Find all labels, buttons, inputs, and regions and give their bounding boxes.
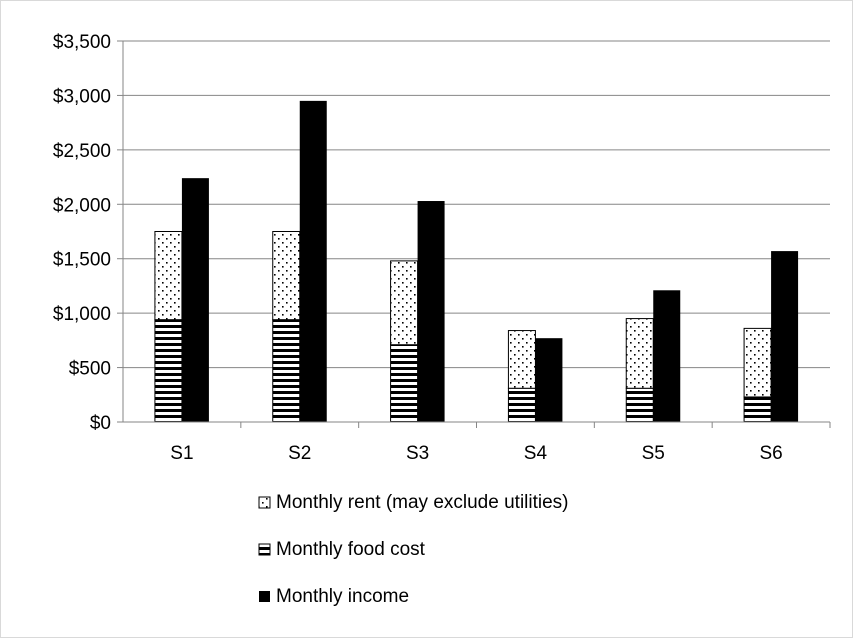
bar-income-s1 xyxy=(181,178,209,422)
bar-rent-s3 xyxy=(390,260,419,346)
y-tick-label: $2,000 xyxy=(53,195,111,216)
bar-income-s3 xyxy=(417,201,445,422)
bar-rent-s2 xyxy=(272,231,301,321)
legend-label: Monthly income xyxy=(276,586,409,607)
bar-food-s5 xyxy=(625,387,654,423)
x-tick-label: S5 xyxy=(642,443,665,464)
legend-label: Monthly food cost xyxy=(276,539,426,560)
legend-swatch xyxy=(258,496,271,509)
legend: Monthly rent (may exclude utilities) Mont… xyxy=(258,492,569,607)
legend-swatch xyxy=(258,543,271,556)
bar-rent-s4 xyxy=(507,330,536,389)
bar-income-s5 xyxy=(653,290,681,422)
y-tick-label: $3,000 xyxy=(53,86,111,107)
bar-food-s1 xyxy=(154,319,183,423)
bar-income-s4 xyxy=(535,338,563,422)
x-tick-label: S4 xyxy=(524,443,548,464)
y-tick-label: $2,500 xyxy=(53,141,111,162)
y-tick-label: $0 xyxy=(90,413,111,434)
x-tick-label: S1 xyxy=(170,443,193,464)
y-tick-label: $1,500 xyxy=(53,250,111,271)
x-tick-label: S3 xyxy=(406,443,429,464)
x-tick-label: S2 xyxy=(288,443,311,464)
axes: $0 $500 $1,000 $1,500 $2,000 $2,500 $3,000 $3,5… xyxy=(53,32,831,464)
bar-rent-s6 xyxy=(743,327,772,398)
legend-label: Monthly rent (may exclude utilities) xyxy=(276,492,569,513)
x-tick-label: S6 xyxy=(759,443,782,464)
legend-swatch xyxy=(259,591,270,602)
y-tick-label: $3,500 xyxy=(53,32,111,53)
bars xyxy=(154,100,799,423)
bar-food-s6 xyxy=(743,396,772,423)
y-tick-label: $500 xyxy=(69,359,111,380)
bar-food-s3 xyxy=(390,344,419,423)
bar-income-s6 xyxy=(771,251,799,422)
gridlines xyxy=(123,40,830,423)
bar-rent-s1 xyxy=(154,231,183,321)
bar-food-s2 xyxy=(272,319,301,423)
bar-income-s2 xyxy=(299,100,327,422)
y-tick-label: $1,000 xyxy=(53,304,111,325)
bar-food-s4 xyxy=(507,387,536,423)
bar-rent-s5 xyxy=(625,318,654,389)
